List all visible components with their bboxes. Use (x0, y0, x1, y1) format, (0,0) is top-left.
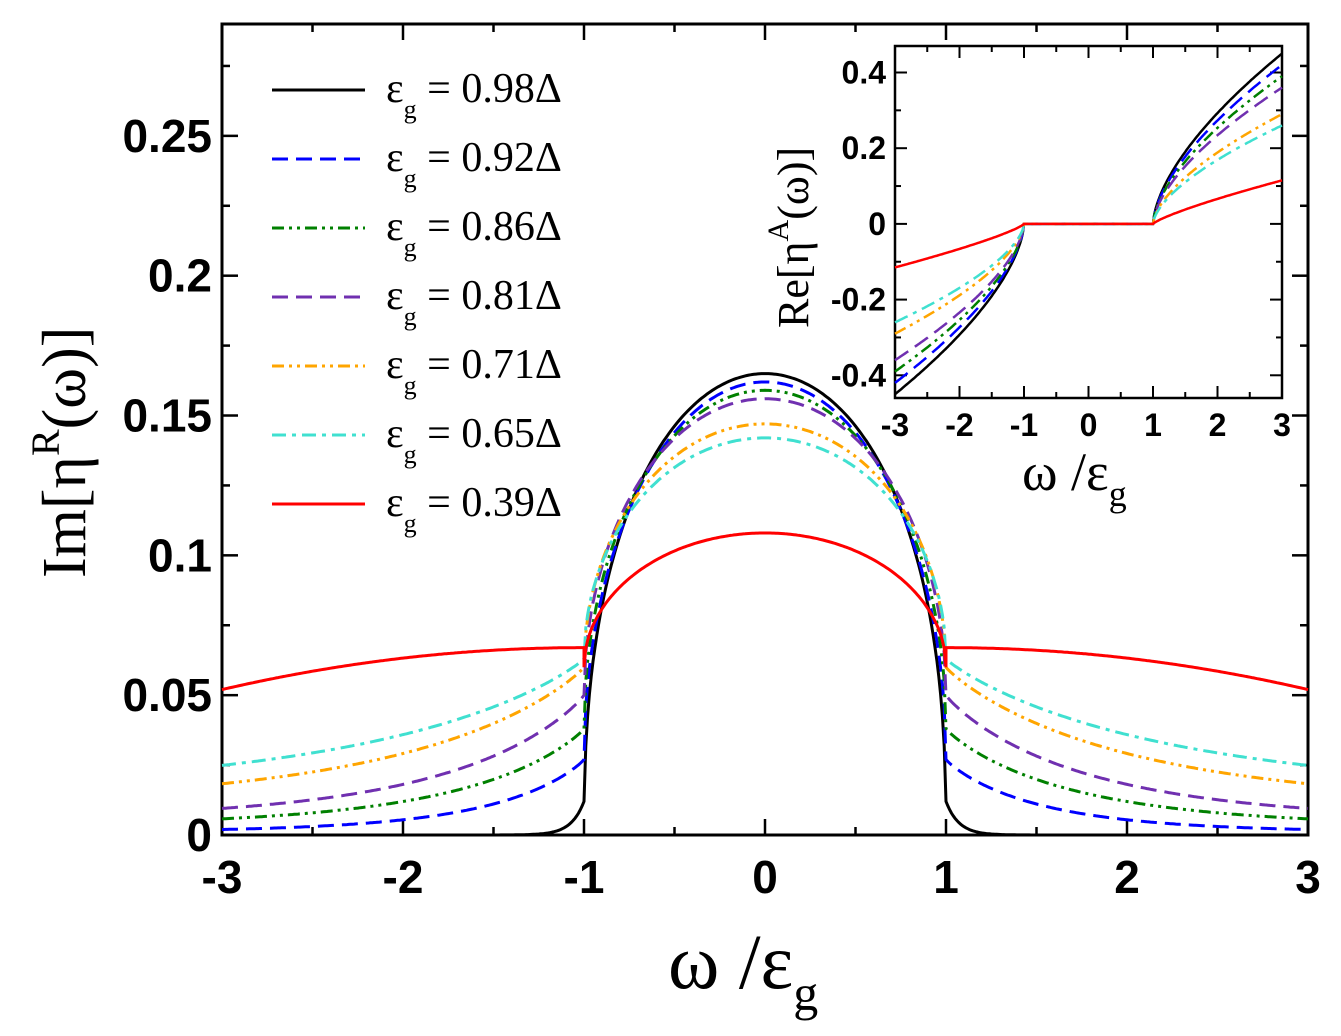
inset-x-axis-label-main: ω /ε (1022, 442, 1109, 502)
main-y-axis-label-sup: R (23, 429, 68, 456)
main-series-line-0 (222, 372, 1308, 837)
legend-label-6: εg = 0.39Δ (386, 480, 562, 538)
inset-x-tick-label: 0 (1080, 407, 1098, 443)
main-series-line-3 (221, 397, 1309, 810)
main-y-axis-label-prefix: Im[η (31, 456, 99, 578)
inset-axis-ticks (894, 46, 1283, 398)
main-series-line-4 (221, 422, 1309, 786)
main-y-axis-label-suffix: (ω)] (31, 327, 99, 430)
legend-label-3: εg = 0.81Δ (386, 273, 562, 331)
main-y-tick-label: 0.05 (122, 669, 212, 721)
legend-label-4: εg = 0.71Δ (386, 342, 562, 400)
main-x-tick-label: 0 (752, 851, 778, 903)
main-x-axis-label-main: ω /ε (668, 918, 793, 1005)
legend-label-2: εg = 0.86Δ (386, 204, 562, 262)
main-x-axis-label: ω /εg (668, 918, 818, 1021)
legend-label-1: εg = 0.92Δ (386, 135, 562, 193)
main-axis-ticks (220, 24, 1310, 837)
inset-y-tick-label: 0.4 (842, 54, 887, 90)
main-series-line-5 (221, 436, 1309, 767)
main-y-tick-labels: 0 0.05 0.1 0.15 0.2 0.25 (122, 110, 212, 861)
main-y-tick-label: 0.1 (148, 529, 212, 581)
legend: εg = 0.98Δ εg = 0.92Δ εg = 0.86Δ εg = 0.81Δ… (272, 66, 562, 538)
inset-plot-frame (893, 44, 1284, 400)
inset-y-tick-label: -0.4 (831, 357, 886, 393)
main-x-tick-label: 2 (1114, 851, 1140, 903)
main-series-group (221, 372, 1309, 837)
inset-x-tick-label: 2 (1209, 407, 1227, 443)
main-x-axis-label-sub: g (793, 965, 818, 1021)
main-x-tick-labels: -3 -2 -1 0 1 2 3 (202, 851, 1321, 903)
inset-x-tick-label: -2 (945, 407, 973, 443)
main-x-tick-label: -2 (383, 851, 424, 903)
inset-x-axis-label: ω /εg (1022, 442, 1127, 514)
main-y-tick-label: 0 (186, 809, 212, 861)
inset-y-axis-label: Re[ηA(ω)] (762, 147, 818, 328)
inset-y-axis-label-prefix: Re[η (769, 241, 818, 328)
main-y-tick-label: 0.15 (122, 390, 212, 442)
inset-y-tick-label: 0 (868, 206, 886, 242)
inset-series-line-6 (894, 179, 1283, 269)
legend-label-5: εg = 0.65Δ (386, 411, 562, 469)
main-series-line-6 (221, 531, 1309, 692)
main-x-tick-label: -3 (202, 851, 243, 903)
inset-x-tick-label: -1 (1010, 407, 1038, 443)
main-x-tick-label: 1 (933, 851, 959, 903)
inset-x-tick-label: -3 (881, 407, 909, 443)
inset-x-axis-label-sub: g (1109, 474, 1127, 514)
main-y-tick-label: 0.2 (148, 250, 212, 302)
inset-y-tick-labels: -0.4 -0.2 0 0.2 0.4 (831, 54, 886, 393)
main-series-line-1 (222, 380, 1308, 831)
inset-y-tick-label: -0.2 (831, 282, 886, 318)
inset-x-tick-label: 3 (1273, 407, 1291, 443)
main-x-tick-label: -1 (564, 851, 605, 903)
inset-series-line-3 (894, 86, 1283, 362)
main-x-tick-label: 3 (1295, 851, 1321, 903)
legend-label-0: εg = 0.98Δ (386, 66, 562, 124)
main-y-axis-label: Im[ηR(ω)] (23, 327, 99, 578)
main-series-line-2 (221, 388, 1309, 821)
inset-y-axis-label-suffix: (ω)] (769, 147, 818, 220)
inset-series-group (894, 52, 1283, 396)
inset-x-tick-labels: -3 -2 -1 0 1 2 3 (881, 407, 1291, 443)
inset-y-axis-label-sup: A (762, 219, 795, 241)
main-y-tick-label: 0.25 (122, 110, 212, 162)
inset-x-tick-label: 1 (1144, 407, 1162, 443)
inset-y-tick-label: 0.2 (842, 130, 886, 166)
